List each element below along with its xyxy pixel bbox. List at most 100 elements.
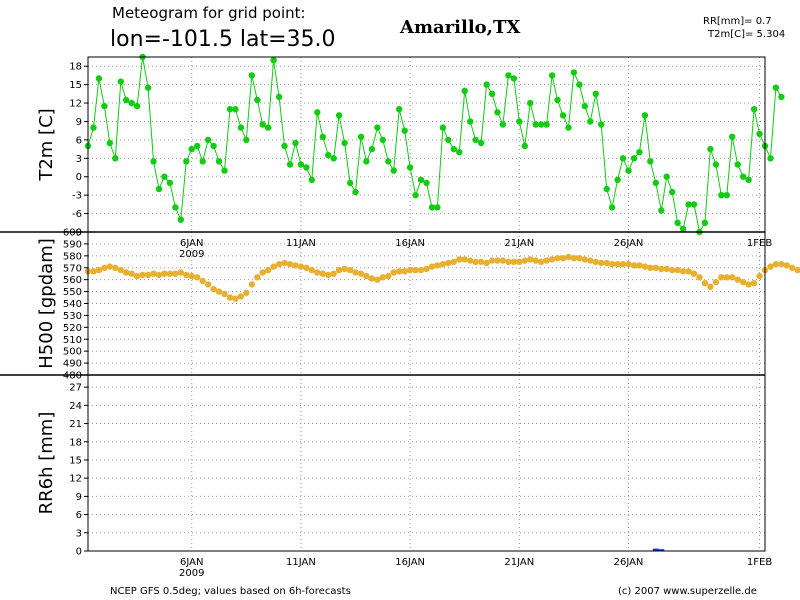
h500-point (734, 276, 741, 283)
t2m-point (614, 176, 621, 183)
h500-point (139, 271, 146, 279)
h500-point (548, 256, 556, 263)
t2m-point (559, 112, 567, 119)
t2m-point (532, 121, 539, 128)
t2m-point (368, 145, 376, 153)
x-tick-label: 1FEB (747, 557, 772, 568)
y-tick-label: 6 (76, 135, 82, 146)
h500-point (406, 266, 414, 274)
copyright-note: (c) 2007 www.superzelle.de (618, 586, 757, 597)
h500-point (248, 281, 255, 288)
t2m-point (516, 118, 523, 125)
h500-point (598, 259, 605, 267)
t2m-point (598, 121, 605, 128)
h500-point (483, 259, 490, 267)
h500-point (226, 294, 234, 301)
t2m-point (729, 133, 736, 140)
t2m-point (303, 164, 310, 171)
h500-point (319, 270, 326, 277)
h500-point (90, 268, 97, 275)
t2m-point (521, 142, 528, 150)
t2m-point (254, 96, 261, 104)
x-tick-label: 26JAN (614, 238, 644, 249)
h500-point (412, 266, 419, 274)
panel-frame (87, 374, 766, 552)
t2m-point (385, 158, 392, 165)
h500-point (188, 272, 195, 280)
h500-point (401, 268, 408, 275)
t2m-point (608, 204, 616, 211)
t2m-point (652, 179, 659, 187)
t2m-point (494, 109, 501, 116)
h500-point (204, 281, 212, 288)
title-line-1: Meteogram for grid point: (112, 4, 306, 22)
t2m-point (325, 152, 332, 159)
h500-point (172, 270, 179, 277)
h500-point (592, 258, 599, 265)
t2m-point (483, 81, 490, 88)
t2m-point (658, 207, 665, 214)
h500-point (494, 257, 501, 264)
t2m-point (527, 99, 534, 107)
y-tick-label: 3 (76, 154, 82, 165)
h500-point (756, 272, 763, 280)
t2m-point (417, 176, 425, 183)
t2m-point (592, 90, 599, 98)
h500-point (674, 266, 681, 274)
y-tick-label: 18 (69, 62, 82, 73)
t2m-point (663, 173, 670, 180)
x-tick-label: 11JAN (286, 557, 316, 568)
t2m-point (778, 93, 785, 101)
h500-point (243, 289, 250, 296)
t2m-point (259, 121, 266, 128)
t2m-point (499, 121, 507, 128)
y-tick-label: 490 (63, 359, 82, 370)
t2m-point (183, 158, 190, 165)
h500-point (308, 266, 315, 274)
rr-readout: RR[mm]= 0.7 (703, 16, 772, 27)
h500-point (581, 256, 588, 263)
t2m-point (199, 158, 206, 165)
t2m-point (581, 102, 588, 110)
h500-point (166, 270, 174, 277)
h500-point (652, 264, 659, 271)
x-tick-label: 6JAN (180, 238, 203, 249)
h500-point (265, 266, 272, 274)
t2m-point (112, 155, 119, 162)
x-tick-label: 6JAN (180, 557, 203, 568)
h500-point (183, 271, 190, 279)
h500-point (133, 272, 141, 280)
h500-point (696, 274, 703, 281)
t2m-point (352, 188, 359, 196)
y-tick-label: 560 (63, 275, 82, 286)
h500-point (619, 261, 627, 268)
t2m-point (265, 124, 272, 131)
h500-point (614, 261, 621, 268)
t2m-point (641, 112, 649, 119)
h500-point (161, 270, 168, 277)
h500-point (532, 257, 539, 264)
t2m-point (576, 81, 583, 88)
h500-point (379, 274, 386, 281)
y-tick-label: 580 (63, 251, 82, 262)
location-title: Amarillo,TX (399, 17, 520, 38)
rr-bar (658, 549, 665, 552)
t2m-point (554, 96, 561, 104)
h500-point (199, 277, 206, 285)
h500-point (270, 263, 277, 270)
t2m-point (248, 72, 255, 79)
t2m-point (95, 75, 103, 82)
t2m-point (243, 136, 250, 144)
y-tick-label: 6 (76, 510, 82, 521)
h500-point (232, 295, 239, 302)
t2m-point (636, 149, 643, 156)
h500-point (625, 261, 632, 268)
t2m-point (456, 149, 463, 156)
y-axis-label: T2m [C] (36, 108, 57, 181)
h500-point (647, 264, 654, 271)
t2m-point (750, 106, 758, 113)
t2m-point (117, 78, 125, 85)
h500-point (95, 266, 103, 274)
t2m-point (155, 185, 163, 193)
y-tick-label: 520 (63, 323, 82, 334)
